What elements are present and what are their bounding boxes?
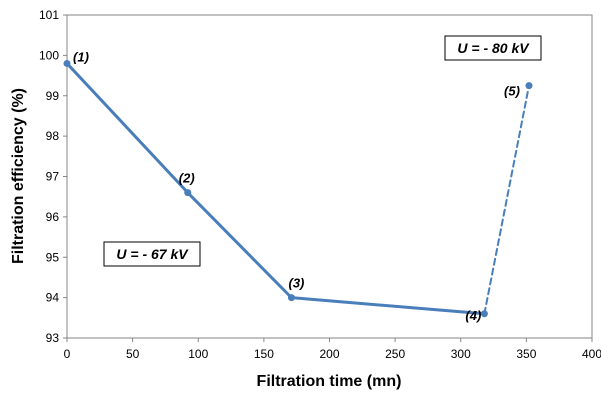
y-tick-label: 98 xyxy=(46,129,60,143)
line-segment-3 xyxy=(289,296,486,316)
x-tick-label: 100 xyxy=(188,347,208,361)
y-axis-ticks: 93 94 95 96 97 98 99 100 101 xyxy=(39,8,67,345)
x-tick-label: 150 xyxy=(254,347,274,361)
point-label-5: (5) xyxy=(504,84,520,99)
x-tick-label: 350 xyxy=(516,347,536,361)
y-tick-label: 94 xyxy=(46,291,60,305)
annotation-80kv-text: U = - 80 kV xyxy=(457,40,530,56)
plot-area xyxy=(66,14,593,339)
data-point-5 xyxy=(525,82,533,90)
y-tick-label: 97 xyxy=(46,170,60,184)
annotation-67kv: U = - 67 kV xyxy=(103,241,201,267)
x-tick-label: 200 xyxy=(319,347,339,361)
point-label-1: (1) xyxy=(73,49,89,64)
y-tick-label: 100 xyxy=(39,48,59,62)
series-line xyxy=(65,61,530,316)
x-tick-label: 0 xyxy=(64,347,71,361)
data-point-4 xyxy=(480,310,488,318)
data-point-1 xyxy=(63,59,71,67)
series-markers xyxy=(63,59,533,318)
data-point-3 xyxy=(287,294,295,302)
y-tick-label: 99 xyxy=(46,89,60,103)
line-segment-2 xyxy=(186,191,293,300)
point-label-4: (4) xyxy=(465,308,481,323)
y-axis-title: Filtration efficiency (%) xyxy=(10,88,27,264)
annotation-80kv-box xyxy=(444,35,542,61)
point-label-2: (2) xyxy=(179,171,195,186)
x-tick-label: 300 xyxy=(451,347,471,361)
data-point-2 xyxy=(184,189,192,197)
x-axis-ticks: 0 50 100 150 200 250 300 350 400 xyxy=(64,338,601,361)
line-segment-4 xyxy=(483,84,530,315)
y-tick-label: 96 xyxy=(46,210,60,224)
y-tick-label: 101 xyxy=(39,8,59,22)
line-segment-1 xyxy=(65,61,190,195)
annotation-67kv-text: U = - 67 kV xyxy=(116,246,189,262)
x-axis-title: Filtration time (mn) xyxy=(257,373,402,390)
y-tick-label: 93 xyxy=(46,331,60,345)
y-tick-label: 95 xyxy=(46,250,60,264)
point-label-3: (3) xyxy=(288,276,304,291)
x-tick-label: 400 xyxy=(582,347,601,361)
annotation-67kv-box xyxy=(103,241,201,267)
x-tick-label: 50 xyxy=(126,347,140,361)
x-tick-label: 250 xyxy=(385,347,405,361)
annotation-80kv: U = - 80 kV xyxy=(444,35,542,61)
point-labels: (1) (2) (3) (4) (5) xyxy=(73,49,520,322)
